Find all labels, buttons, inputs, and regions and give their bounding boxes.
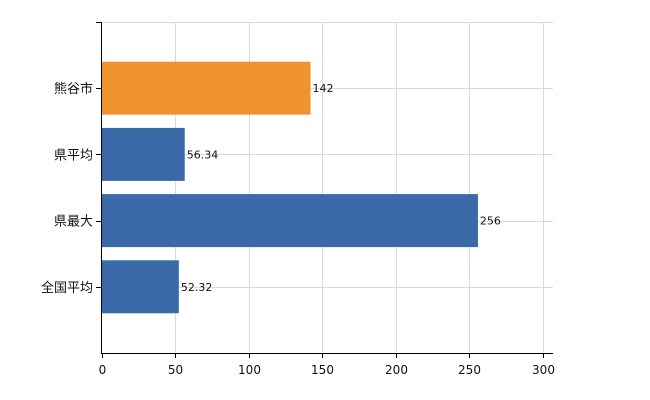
data-label-1: 56.34 xyxy=(187,148,219,161)
x-tick-label-50: 50 xyxy=(168,363,183,377)
x-tick-label-200: 200 xyxy=(385,363,408,377)
category-label-3: 全国平均 xyxy=(41,280,93,296)
x-tick-label-100: 100 xyxy=(238,363,261,377)
label-layer: 142 熊谷市 56.34 県平均 256 県最大 52.32 全国平均 0 50 100 150 20… xyxy=(41,81,555,377)
x-tick-label-300: 300 xyxy=(532,363,555,377)
axis-layer xyxy=(96,22,553,358)
bar-1 xyxy=(102,127,185,181)
bar-2 xyxy=(102,194,478,248)
category-label-2: 県最大 xyxy=(54,215,93,230)
x-tick-label-250: 250 xyxy=(458,363,481,377)
data-label-2: 256 xyxy=(480,215,501,228)
category-label-0: 熊谷市 xyxy=(54,81,93,97)
bar-3 xyxy=(102,260,179,314)
x-tick-label-0: 0 xyxy=(99,363,107,377)
data-label-3: 52.32 xyxy=(181,281,213,294)
x-tick-label-150: 150 xyxy=(311,363,334,377)
bar-layer xyxy=(102,61,478,314)
data-label-0: 142 xyxy=(313,82,334,95)
bar-0 xyxy=(102,61,311,115)
category-label-1: 県平均 xyxy=(54,148,93,163)
